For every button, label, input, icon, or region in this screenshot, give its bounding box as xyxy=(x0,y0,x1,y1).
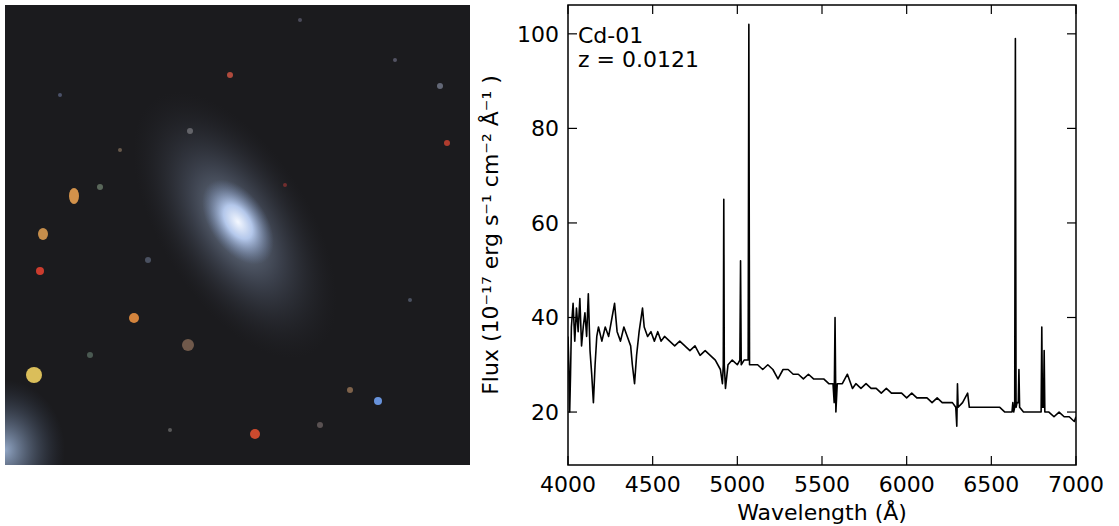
star xyxy=(437,83,443,89)
galaxy-core xyxy=(188,167,289,278)
x-tick xyxy=(652,456,653,465)
x-tick-top xyxy=(737,5,738,14)
y-tick-right xyxy=(1067,411,1076,412)
star xyxy=(145,257,151,263)
y-tick xyxy=(568,222,577,223)
star xyxy=(317,422,323,428)
x-tick-top xyxy=(991,5,992,14)
galaxy-image xyxy=(5,5,470,465)
y-tick-right xyxy=(1067,128,1076,129)
y-tick-label: 60 xyxy=(531,211,559,236)
star xyxy=(250,429,260,439)
star xyxy=(69,188,79,204)
figure: 4000 4500 5000 5500 6000 6500 7000 20 40 60 80 100 C… xyxy=(0,0,1119,526)
y-tick xyxy=(568,33,577,34)
star xyxy=(283,183,287,187)
x-tick-top xyxy=(821,5,822,14)
star xyxy=(97,184,103,190)
star xyxy=(444,140,450,146)
y-tick-right xyxy=(1067,33,1076,34)
star xyxy=(129,313,139,323)
x-tick-label: 4500 xyxy=(625,472,681,497)
star xyxy=(393,58,397,62)
x-tick-label: 5000 xyxy=(709,472,765,497)
y-axis-title: Flux (10⁻¹⁷ erg s⁻¹ cm⁻² Å⁻¹ ) xyxy=(477,75,503,395)
star xyxy=(168,428,172,432)
star xyxy=(58,93,62,97)
plot-area xyxy=(568,24,1076,426)
star xyxy=(347,387,353,393)
star xyxy=(38,228,48,240)
star xyxy=(182,339,194,351)
star xyxy=(36,267,44,275)
star xyxy=(118,148,122,152)
x-tick-top xyxy=(906,5,907,14)
star xyxy=(374,397,382,405)
galaxy-halo xyxy=(92,58,378,392)
y-tick-label: 100 xyxy=(517,22,559,47)
x-tick-label: 6500 xyxy=(963,472,1019,497)
neighbour-galaxy xyxy=(5,380,65,465)
star xyxy=(408,298,412,302)
star xyxy=(298,18,302,22)
annotation: Cd-01 xyxy=(578,23,643,48)
y-tick-right xyxy=(1067,317,1076,318)
star xyxy=(187,128,193,134)
x-tick-label: 5500 xyxy=(794,472,850,497)
x-tick-label: 7000 xyxy=(1048,472,1104,497)
plot-frame xyxy=(568,5,1076,465)
y-tick-label: 20 xyxy=(531,400,559,425)
x-tick xyxy=(906,456,907,465)
sky xyxy=(5,5,470,465)
x-tick xyxy=(991,456,992,465)
star xyxy=(227,72,233,78)
y-tick-right xyxy=(1067,222,1076,223)
spectrum-chart: 4000 4500 5000 5500 6000 6500 7000 20 40 60 80 100 C… xyxy=(477,5,1104,525)
x-tick xyxy=(821,456,822,465)
spectrum-line xyxy=(568,24,1076,426)
y-tick-label: 40 xyxy=(531,305,559,330)
star xyxy=(26,367,42,383)
annotation: z = 0.0121 xyxy=(578,47,699,72)
x-axis-title: Wavelength (Å) xyxy=(737,499,907,525)
star xyxy=(87,352,93,358)
x-tick xyxy=(737,456,738,465)
x-tick-label: 6000 xyxy=(879,472,935,497)
y-tick xyxy=(568,128,577,129)
y-tick-label: 80 xyxy=(531,116,559,141)
x-tick-top xyxy=(652,5,653,14)
x-tick-label: 4000 xyxy=(540,472,596,497)
